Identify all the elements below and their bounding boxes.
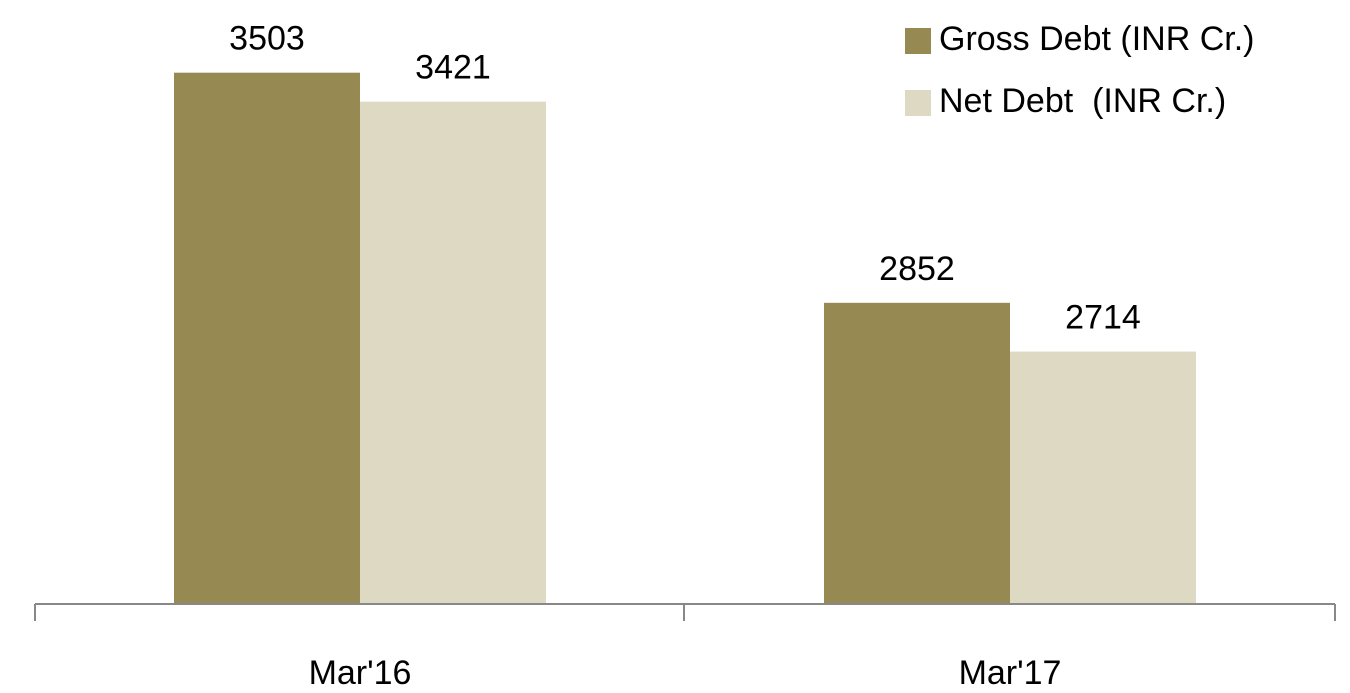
legend-swatch bbox=[905, 90, 931, 116]
data-label: 2852 bbox=[879, 250, 955, 288]
data-label: 3503 bbox=[229, 20, 305, 58]
legend-label: Gross Debt (INR Cr.) bbox=[939, 20, 1254, 58]
x-tick-label: Mar'16 bbox=[309, 654, 412, 692]
bar bbox=[360, 101, 546, 604]
legend-label: Net Debt (INR Cr.) bbox=[939, 82, 1226, 120]
legend-swatch bbox=[905, 28, 931, 54]
bar bbox=[824, 302, 1010, 604]
data-label: 3421 bbox=[415, 49, 491, 87]
bar bbox=[1010, 351, 1196, 604]
x-tick-label: Mar'17 bbox=[959, 654, 1062, 692]
data-label: 2714 bbox=[1065, 299, 1141, 337]
bar bbox=[174, 72, 360, 604]
